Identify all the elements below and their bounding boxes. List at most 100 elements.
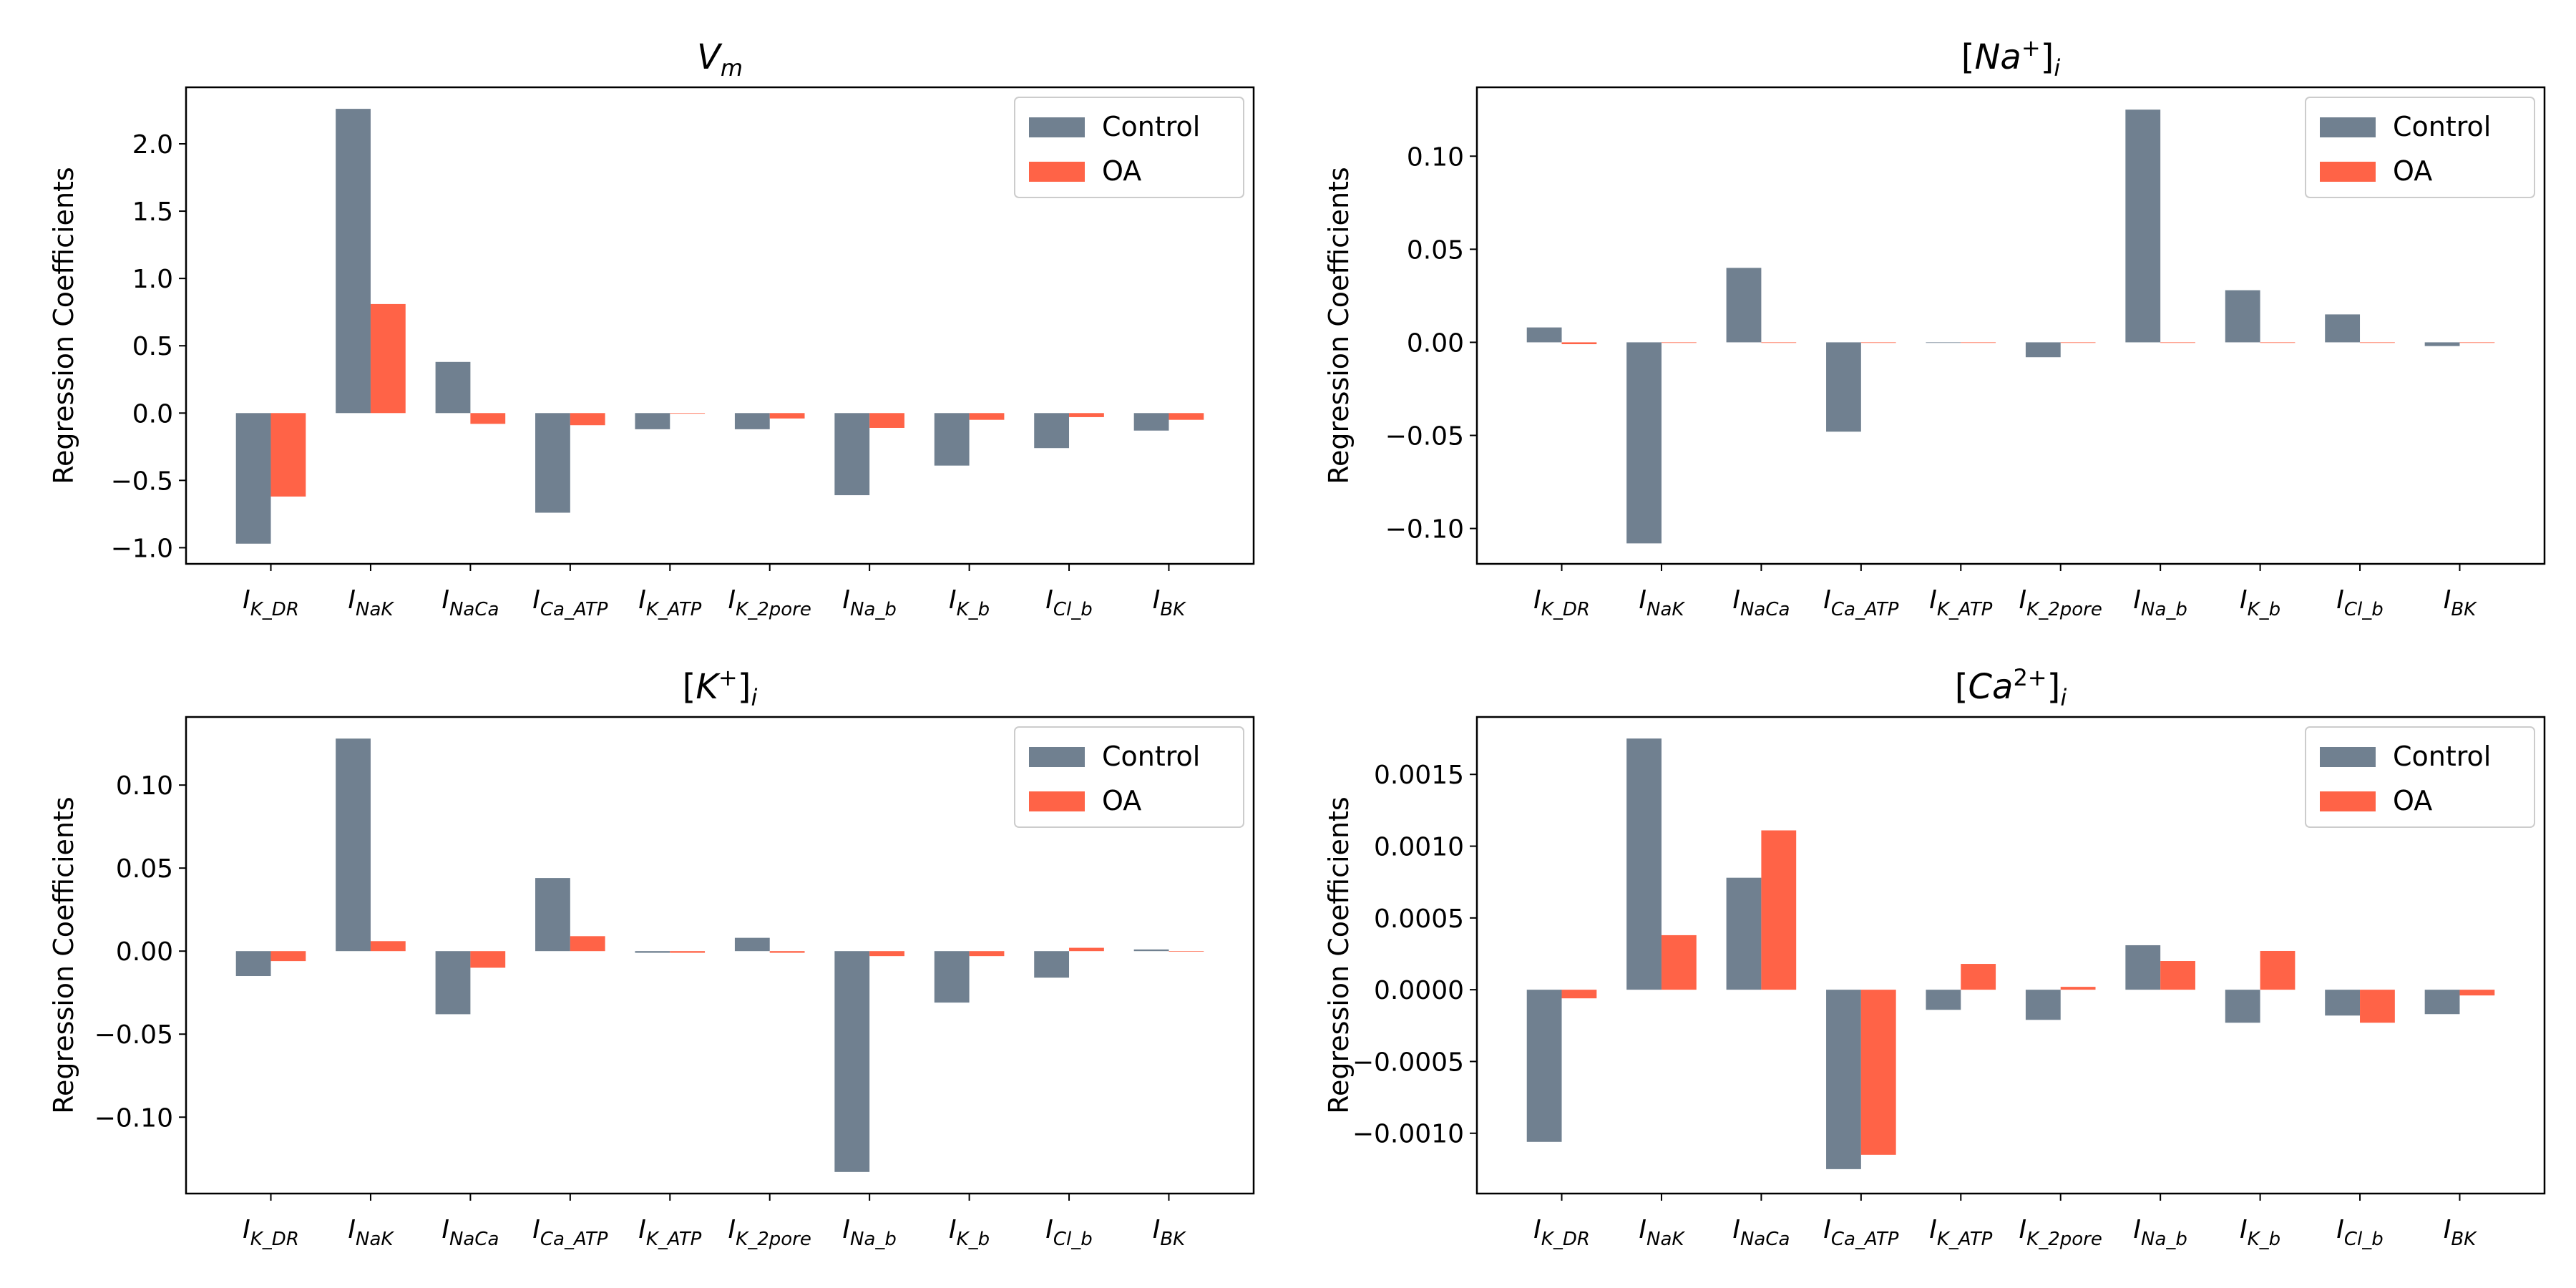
bar-oa-k_b [969, 951, 1005, 957]
y-tick-label: −0.0010 [1352, 1120, 1464, 1149]
x-tick-label: INaCa [441, 585, 499, 620]
legend-swatch-control [2320, 117, 2376, 137]
chart-title: Vm [697, 37, 743, 82]
x-tick-label: IK_2pore [2019, 585, 2102, 620]
y-tick-label: −0.5 [111, 467, 173, 496]
legend-label-control: Control [2393, 741, 2491, 772]
legend-swatch-oa [1029, 162, 1085, 182]
y-axis-label: Regression Coefficients [48, 796, 79, 1113]
bar-control-k_atp [1926, 990, 1961, 1010]
bar-oa-na_b [869, 951, 904, 957]
bar-control-naca [1726, 877, 1762, 990]
bar-control-naca [1726, 268, 1762, 343]
bar-oa-k_atp [670, 413, 706, 414]
bar-control-cl_b [1034, 951, 1070, 978]
x-tick-label: INaK [1639, 1215, 1685, 1250]
bar-oa-cl_b [1069, 947, 1104, 952]
y-tick-label: −0.0005 [1352, 1048, 1464, 1077]
x-tick-label: IK_DR [1533, 1215, 1590, 1250]
y-tick-label: 0.0 [132, 399, 173, 429]
x-tick-label: IK_ATP [638, 1215, 701, 1250]
bar-control-k_atp [1926, 342, 1961, 343]
bar-oa-k_dr [1561, 990, 1597, 999]
legend: Control OA [1014, 97, 1244, 198]
bar-control-k_2pore [2025, 342, 2061, 358]
x-tick-label: ICl_b [2336, 1215, 2384, 1250]
bar-oa-bk [2459, 990, 2495, 996]
bar-control-k_b [934, 951, 970, 1003]
bar-oa-k_atp [1961, 964, 1996, 990]
x-tick-label: IBK [1153, 1215, 1186, 1250]
x-tick-label: IK_2pore [728, 585, 811, 620]
axes-frame [185, 86, 1255, 565]
bar-control-nak [1626, 342, 1662, 544]
bar-control-na_b [2125, 109, 2161, 343]
y-tick-label: 0.0010 [1374, 833, 1464, 862]
chart-title: [Ca2+]i [1955, 664, 2067, 711]
bar-oa-k_dr [270, 413, 306, 497]
x-tick-label: IBK [2444, 1215, 2477, 1250]
x-tick-label: INaCa [441, 1215, 499, 1250]
bar-control-ca_atp [1826, 990, 1861, 1169]
bar-control-k_b [2225, 290, 2260, 343]
x-tick-label: IK_ATP [638, 585, 701, 620]
legend: Control OA [1014, 726, 1244, 828]
x-tick-label: ICa_ATP [1823, 1215, 1898, 1250]
bar-oa-k_atp [1961, 342, 1996, 343]
x-tick-label: IBK [1153, 585, 1186, 620]
x-tick-label: ICa_ATP [1823, 585, 1898, 620]
x-tick-label: IK_b [2240, 1215, 2280, 1250]
x-tick-label: IK_2pore [2019, 1215, 2102, 1250]
bar-control-bk [1133, 413, 1169, 431]
bar-oa-naca [470, 951, 506, 968]
bar-control-ca_atp [1826, 342, 1861, 432]
bar-control-ca_atp [535, 413, 570, 513]
legend-label-oa: OA [1102, 785, 1141, 816]
bar-oa-bk [1169, 951, 1204, 952]
y-tick-label: 2.0 [132, 130, 173, 160]
bar-control-cl_b [1034, 413, 1070, 449]
bar-oa-na_b [2160, 342, 2195, 343]
legend-label-control: Control [1102, 741, 1200, 772]
axes-frame [185, 716, 1255, 1195]
y-axis-label: Regression Coefficients [1323, 796, 1355, 1113]
y-tick-label: 1.0 [132, 265, 173, 294]
y-tick-label: 0.0005 [1374, 904, 1464, 934]
y-tick-label: 0.10 [1407, 142, 1464, 172]
x-tick-label: IK_2pore [728, 1215, 811, 1250]
bar-oa-na_b [869, 413, 904, 428]
bar-control-bk [2424, 990, 2460, 1015]
legend-label-control: Control [2393, 111, 2491, 142]
bar-oa-k_2pore [769, 951, 805, 953]
bar-oa-nak [370, 303, 406, 414]
axes-frame [1475, 86, 2546, 565]
legend-swatch-oa [1029, 791, 1085, 811]
chart-title: [K+]i [683, 664, 758, 711]
x-tick-label: IK_DR [243, 1215, 299, 1250]
bar-control-na_b [2125, 945, 2161, 990]
x-tick-label: INaK [1639, 585, 1685, 620]
legend-label-oa: OA [1102, 155, 1141, 187]
bar-oa-nak [370, 941, 406, 952]
bar-control-nak [336, 738, 371, 952]
legend: Control OA [2305, 726, 2535, 828]
bar-control-naca [435, 361, 471, 414]
y-tick-label: 0.0000 [1374, 976, 1464, 1005]
x-tick-label: IK_DR [243, 585, 299, 620]
y-tick-label: 0.10 [116, 771, 173, 801]
y-tick-label: −1.0 [111, 534, 173, 563]
legend-label-oa: OA [2393, 785, 2432, 816]
bar-oa-nak [1661, 342, 1697, 343]
bar-oa-cl_b [1069, 413, 1104, 417]
bar-oa-ca_atp [570, 936, 605, 952]
bar-oa-k_b [2260, 342, 2296, 343]
legend-swatch-control [2320, 747, 2376, 767]
bar-control-na_b [834, 951, 870, 1172]
bar-control-ca_atp [535, 878, 570, 952]
bar-control-cl_b [2325, 314, 2361, 343]
x-tick-label: INaK [348, 585, 394, 620]
bar-oa-nak [1661, 935, 1697, 990]
y-tick-label: 0.00 [1407, 328, 1464, 358]
legend-swatch-oa [2320, 791, 2376, 811]
bar-oa-naca [1761, 342, 1797, 343]
